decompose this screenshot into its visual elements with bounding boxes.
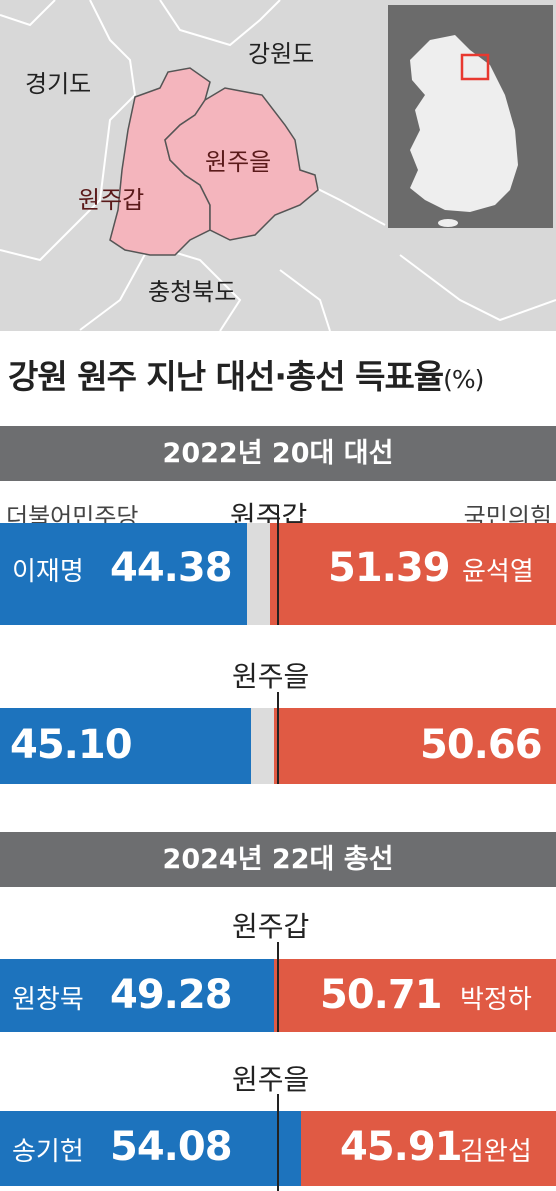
bar-row-3: 송기헌 54.08 45.91 김완섭 (0, 1111, 556, 1186)
candidate-right-row-0: 윤석열 (462, 557, 534, 587)
value-right-row-2: 50.71 (320, 972, 443, 1018)
bar-row-1: 45.10 50.66 (0, 708, 556, 784)
value-right-row-3: 45.91 (340, 1124, 463, 1170)
midline-row-0 (277, 505, 279, 625)
value-left-row-2: 49.28 (110, 972, 233, 1018)
bar-right-row-1 (274, 708, 556, 784)
candidate-left-row-2: 원창묵 (12, 985, 84, 1015)
province-borders (0, 0, 556, 331)
chart-title: 강원 원주 지난 대선·총선 득표율(%) (8, 350, 484, 398)
bar-left-row-0 (0, 523, 247, 625)
candidate-right-row-2: 박정하 (460, 985, 532, 1015)
value-left-row-3: 54.08 (110, 1124, 233, 1170)
district-label-row-2: 원주갑 (232, 910, 310, 943)
bar-left-row-2 (0, 959, 274, 1032)
candidate-right-row-3: 김완섭 (460, 1137, 532, 1167)
bar-right-row-0 (270, 523, 556, 625)
label-district-eul: 원주을 (205, 148, 271, 176)
midline-row-1 (277, 692, 279, 784)
chart-title-main: 강원 원주 지난 대선·총선 득표율 (8, 357, 444, 396)
candidate-left-row-0: 이재명 (12, 557, 84, 587)
section-banner-2022: 2022년 20대 대선 (0, 426, 556, 481)
value-right-row-1: 50.66 (420, 722, 543, 768)
midline-row-2 (277, 942, 279, 1032)
bar-left-row-3 (0, 1111, 301, 1186)
label-gangwon: 강원도 (248, 40, 314, 68)
bar-row-2: 원창묵 49.28 50.71 박정하 (0, 959, 556, 1032)
section-banner-2024: 2024년 22대 총선 (0, 832, 556, 887)
region-map: 경기도 강원도 충청북도 원주갑 원주을 (0, 0, 556, 331)
inset-location-marker (460, 53, 490, 81)
label-district-gap: 원주갑 (78, 186, 144, 214)
candidate-left-row-3: 송기헌 (12, 1137, 84, 1167)
inset-korea-map (388, 5, 553, 228)
chart-title-unit: (%) (443, 365, 484, 394)
label-chungbuk: 충청북도 (148, 278, 236, 306)
value-left-row-0: 44.38 (110, 545, 233, 591)
district-label-row-1: 원주을 (232, 660, 310, 693)
bar-right-row-3 (300, 1111, 556, 1186)
bar-other-row-0 (246, 523, 271, 625)
bar-left-row-1 (0, 708, 251, 784)
value-left-row-1: 45.10 (10, 722, 133, 768)
district-eul-shape (164, 87, 319, 241)
bar-other-row-1 (250, 708, 275, 784)
value-right-row-0: 51.39 (328, 545, 451, 591)
district-label-row-3: 원주을 (232, 1063, 310, 1096)
bar-row-0: 이재명 44.38 51.39 윤석열 (0, 523, 556, 625)
label-gyeonggi: 경기도 (25, 70, 91, 98)
bar-right-row-2 (274, 959, 556, 1032)
midline-row-3 (277, 1094, 279, 1191)
